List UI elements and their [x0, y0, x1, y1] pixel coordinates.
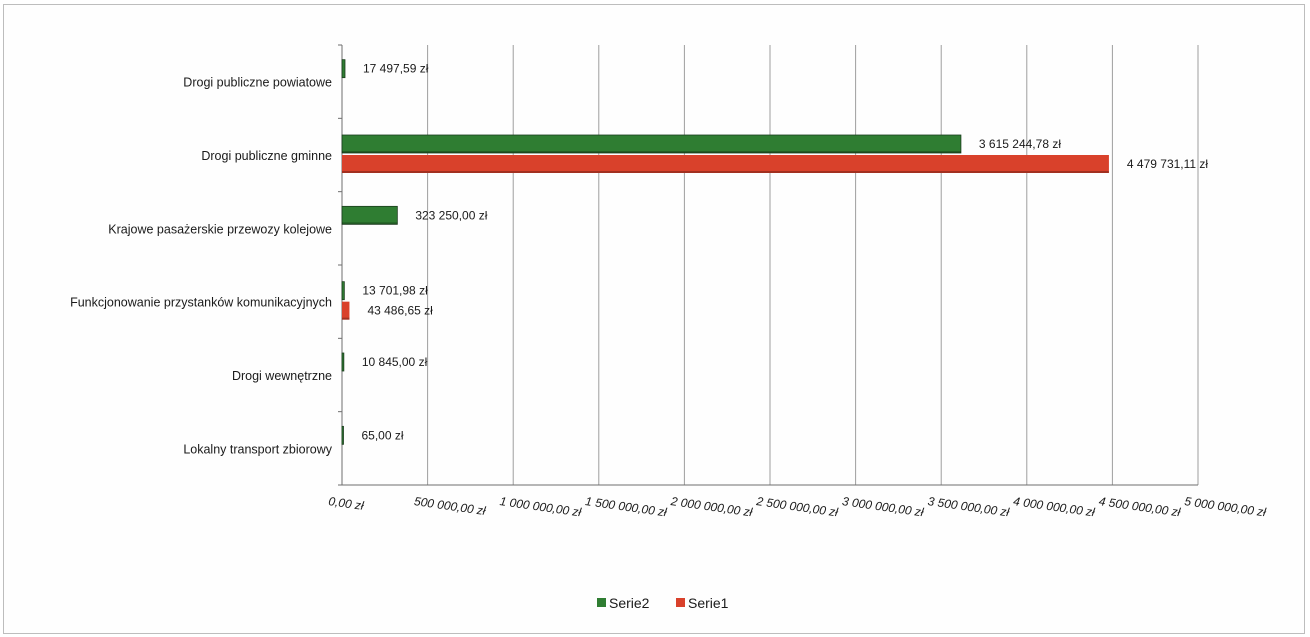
bar-serie2 [341, 205, 398, 225]
x-tick-label: 4 000 000,00 zł [1012, 494, 1096, 519]
bar-serie2 [341, 425, 344, 445]
data-label-serie2: 65,00 zł [362, 428, 404, 442]
data-label-serie2: 13 701,98 zł [362, 284, 428, 298]
legend-swatch-serie2 [597, 598, 606, 607]
category-label: Drogi wewnętrzne [232, 369, 332, 383]
bar-shadow-serie1 [342, 171, 1109, 173]
x-tick-label: 2 000 000,00 zł [669, 494, 754, 519]
data-label-serie2: 3 615 244,78 zł [979, 137, 1061, 151]
chart-frame [3, 4, 1305, 634]
category-label: Funkcjonowanie przystanków komunikacyjny… [70, 296, 332, 310]
x-tick-label: 2 500 000,00 zł [755, 494, 840, 519]
legend-swatch-serie1 [676, 598, 685, 607]
x-tick-label: 500 000,00 zł [413, 494, 487, 518]
bar-serie1 [342, 155, 1109, 173]
data-label-serie2: 323 250,00 zł [415, 208, 487, 222]
x-tick-label: 4 500 000,00 zł [1098, 494, 1182, 519]
bar-shadow-serie2 [342, 151, 961, 153]
category-label: Krajowe pasażerskie przewozy kolejowe [108, 222, 332, 236]
legend-label-serie1: Serie1 [688, 595, 729, 611]
x-tick-label: 0,00 zł [328, 494, 365, 513]
x-tick-label: 3 500 000,00 zł [927, 494, 1011, 519]
bar-serie2 [341, 352, 345, 372]
data-label-serie1: 43 486,65 zł [367, 304, 433, 318]
data-label-serie2: 17 497,59 zł [363, 62, 429, 76]
bar-shadow-serie1 [342, 317, 350, 320]
category-label: Lokalny transport zbiorowy [183, 442, 332, 456]
data-label-serie2: 10 845,00 zł [362, 355, 428, 369]
x-tick-label: 3 000 000,00 zł [841, 494, 925, 519]
bar-serie2 [341, 59, 346, 79]
legend-label-serie2: Serie2 [609, 595, 650, 611]
category-label: Drogi publiczne gminne [201, 149, 332, 163]
bar-shadow-serie2 [342, 222, 398, 225]
x-tick-label: 1 000 000,00 zł [499, 494, 583, 519]
data-label-serie1: 4 479 731,11 zł [1127, 157, 1209, 171]
category-label: Drogi publiczne powiatowe [183, 76, 332, 90]
x-tick-label: 5 000 000,00 zł [1184, 494, 1268, 519]
bar-serie2 [341, 281, 345, 301]
bar-serie2 [341, 134, 962, 154]
bar-serie1 [342, 301, 350, 320]
x-tick-label: 1 500 000,00 zł [584, 494, 668, 519]
